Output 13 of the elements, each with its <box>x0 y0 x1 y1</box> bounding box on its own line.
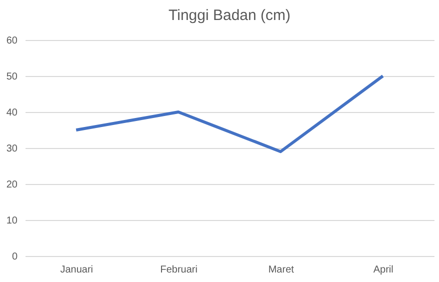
line-series <box>74 74 384 154</box>
chart-title: Tinggi Badan (cm) <box>168 7 290 24</box>
y-tick-label: 0 <box>12 252 18 262</box>
y-tick-label: 40 <box>6 108 18 118</box>
x-tick-label: Januari <box>60 264 94 276</box>
y-tick-label: 20 <box>6 180 18 190</box>
y-tick-label: 30 <box>6 144 18 154</box>
x-tick-label: Februari <box>160 264 198 276</box>
x-tick-label: Maret <box>268 264 294 276</box>
y-tick-label: 10 <box>6 216 18 226</box>
y-tick-label: 60 <box>6 36 18 46</box>
y-tick-label: 50 <box>6 72 18 82</box>
x-tick-label: April <box>373 264 394 276</box>
